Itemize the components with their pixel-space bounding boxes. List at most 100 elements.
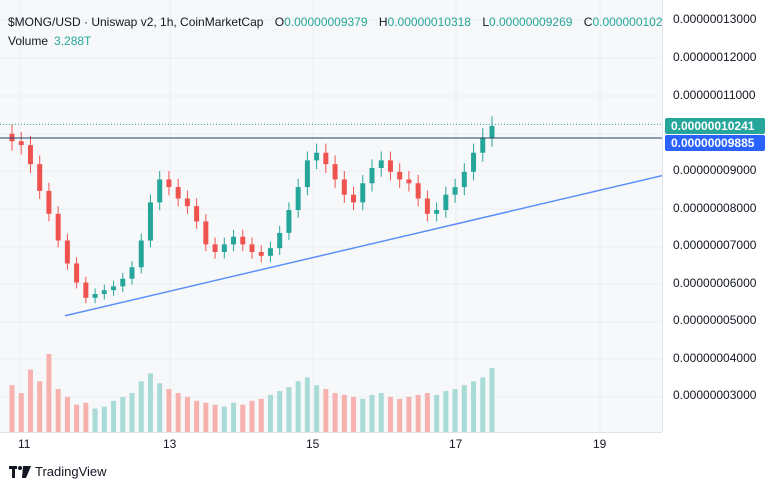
candle-body <box>434 210 440 214</box>
candle-body <box>231 236 237 245</box>
price-scale[interactable]: 0.00000013000 0.00000012000 0.0000001100… <box>662 0 779 432</box>
footer: TradingView <box>0 454 779 490</box>
volume-bar <box>277 391 283 432</box>
volume-bar <box>452 389 458 432</box>
candle-body <box>27 145 33 165</box>
volume-bar <box>27 369 33 432</box>
candle-body <box>351 194 357 203</box>
candle-body <box>443 194 449 210</box>
candles <box>9 116 495 304</box>
time-tick-label: 15 <box>306 437 320 451</box>
candle-body <box>471 152 477 172</box>
volume-bar <box>341 394 347 432</box>
volume-bars <box>9 354 495 432</box>
volume-bar <box>147 373 153 432</box>
candle-body <box>212 244 218 252</box>
candle-body <box>147 202 153 241</box>
candle-body <box>203 221 209 245</box>
candle-body <box>295 187 301 210</box>
volume-label: Volume <box>8 34 49 48</box>
volume-bar <box>184 396 190 432</box>
volume-bar <box>157 383 163 432</box>
price-tick-label: 0.00000006000 <box>673 276 757 290</box>
price-tick-label: 0.00000013000 <box>673 12 757 26</box>
candle-body <box>341 179 347 195</box>
price-tick-label: 0.00000008000 <box>673 201 757 215</box>
candle-body <box>37 164 43 191</box>
legend-header: $MONG/USD · Uniswap v2, 1h, CoinMarketCa… <box>8 15 686 29</box>
volume-bar <box>221 406 227 432</box>
volume-bar <box>92 408 98 432</box>
volume-bar <box>323 389 329 432</box>
volume-bar <box>46 354 52 432</box>
volume-bar <box>74 404 80 432</box>
volume-bar <box>387 396 393 432</box>
volume-bar <box>360 398 366 432</box>
volume-bar <box>194 400 200 432</box>
volume-bar <box>240 404 246 432</box>
candle-body <box>138 240 144 268</box>
candle-body <box>92 294 98 298</box>
candlestick-chart[interactable] <box>0 0 663 432</box>
volume-bar <box>295 381 301 432</box>
candle-body <box>101 290 107 294</box>
candle-body <box>489 126 495 138</box>
volume-bar <box>212 404 218 432</box>
volume-bar <box>18 393 24 432</box>
candle-body <box>387 160 393 172</box>
volume-bar <box>424 393 430 432</box>
time-scale[interactable]: 11 13 15 17 19 <box>0 432 662 454</box>
candle-body <box>378 160 384 168</box>
tradingview-logo[interactable]: TradingView <box>9 464 107 479</box>
candle-body <box>18 141 24 146</box>
volume-bar <box>461 385 467 432</box>
price-tick-label: 0.00000007000 <box>673 238 757 252</box>
volume-bar <box>369 394 375 432</box>
volume-bar <box>120 396 126 432</box>
volume-bar <box>351 396 357 432</box>
price-tick-label: 0.00000012000 <box>673 50 757 64</box>
volume-bar <box>249 400 255 432</box>
volume-bar <box>55 389 61 432</box>
candle-body <box>397 171 403 180</box>
candle-body <box>83 282 89 298</box>
candle-body <box>120 278 126 287</box>
volume-bar <box>175 393 181 432</box>
candle-body <box>55 213 61 241</box>
symbol-title: $MONG/USD · Uniswap v2, 1h, CoinMarketCa… <box>8 15 264 29</box>
candle-body <box>111 286 117 291</box>
volume-bar <box>83 402 89 432</box>
volume-bar <box>101 406 107 432</box>
candle-body <box>323 152 329 165</box>
volume-bar <box>480 377 486 432</box>
candle-body <box>221 244 227 252</box>
candle-body <box>406 179 412 184</box>
time-tick-label: 13 <box>163 437 177 451</box>
candle-body <box>74 263 80 283</box>
low-label: L <box>482 15 489 29</box>
ascending-trendline[interactable] <box>64 174 663 317</box>
volume-bar <box>231 402 237 432</box>
volume-bar <box>471 381 477 432</box>
candle-body <box>249 244 255 252</box>
chart-area[interactable]: $MONG/USD · Uniswap v2, 1h, CoinMarketCa… <box>0 0 686 432</box>
candle-body <box>314 152 320 161</box>
price-tick-label: 0.00000004000 <box>673 351 757 365</box>
volume-bar <box>267 394 273 432</box>
high-label: H <box>378 15 388 29</box>
volume-bar <box>37 381 43 432</box>
candle-body <box>369 168 375 184</box>
candle-body <box>194 206 200 222</box>
volume-bar <box>443 391 449 432</box>
candle-body <box>46 190 52 214</box>
tradingview-logo-icon <box>9 465 31 478</box>
volume-value: 3.288T <box>54 34 92 48</box>
price-tick-label: 0.00000009000 <box>673 163 757 177</box>
time-tick-label: 17 <box>449 437 463 451</box>
high-value: 0.00000010318 <box>387 15 471 29</box>
line-price-badge: 0.00000009885 <box>665 135 765 151</box>
volume-bar <box>9 385 15 432</box>
candle-body <box>480 137 486 153</box>
volume-bar <box>314 385 320 432</box>
open-label: O <box>274 15 285 29</box>
